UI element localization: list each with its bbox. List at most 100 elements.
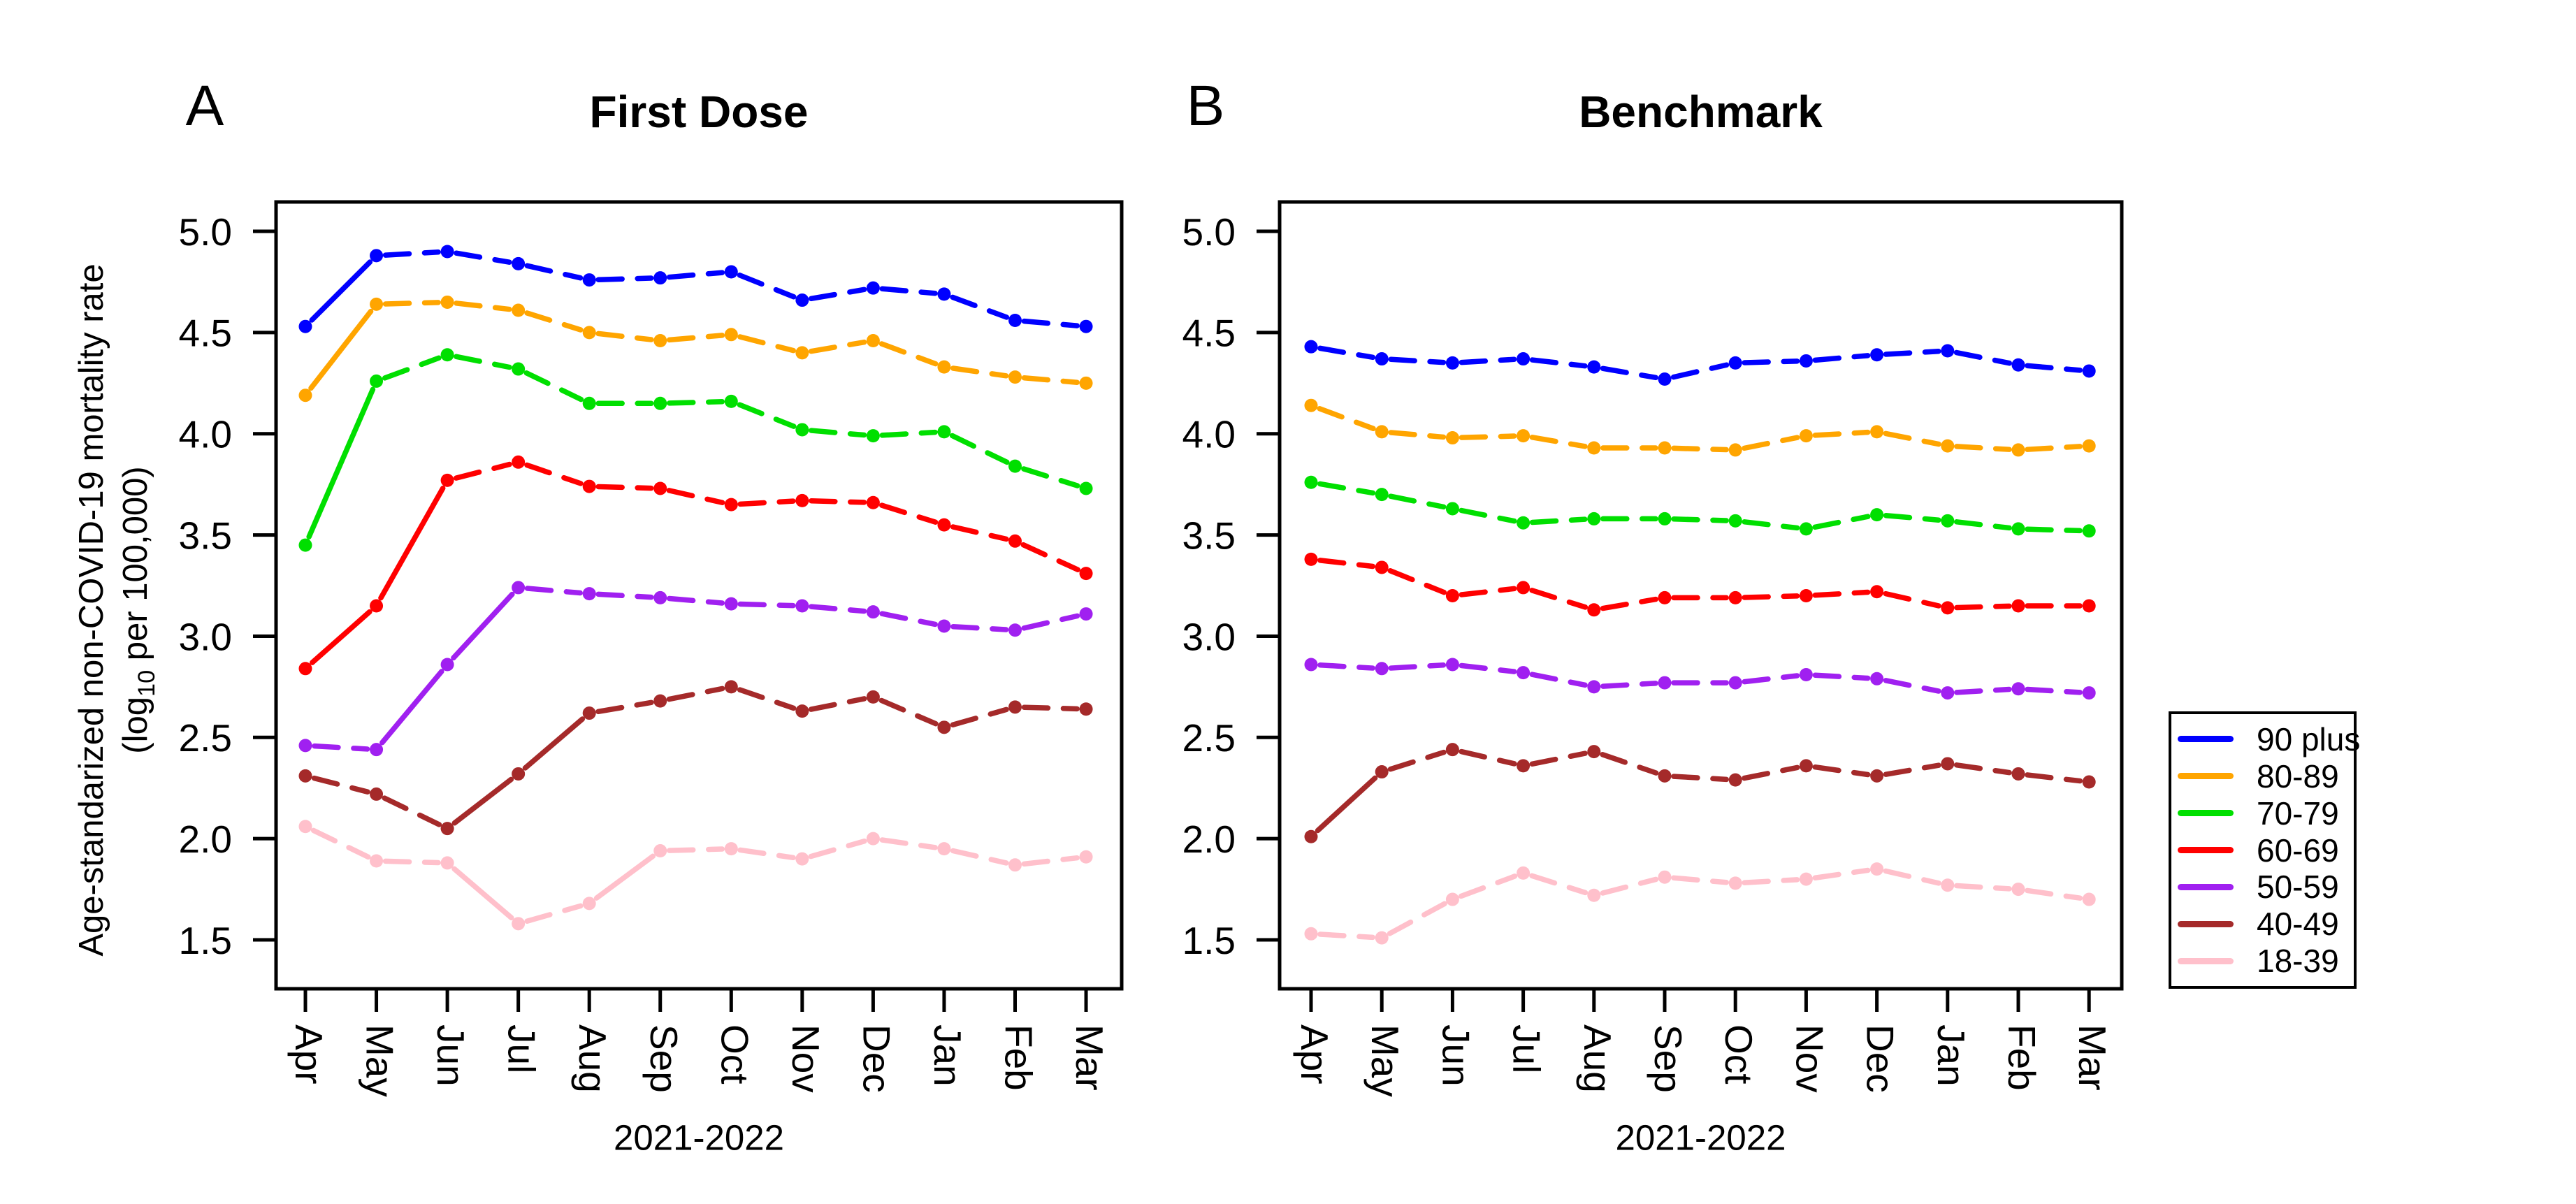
panel-b-title: Benchmark (1579, 87, 1823, 137)
data-point (1517, 581, 1531, 595)
data-point (724, 680, 738, 694)
series-segment (1742, 764, 1800, 781)
data-point (582, 897, 596, 911)
panel-a-plot: 5.0 4.5 4.0 3.5 3.0 2.5 2.0 1.5 Apr May Jun Jul Aug S… (179, 200, 1124, 1097)
series-segment (878, 341, 939, 367)
data-point (1517, 352, 1531, 366)
data-point (1870, 508, 1884, 522)
data-point (653, 481, 667, 495)
series-90-plus (298, 245, 1093, 333)
series-segment (809, 428, 867, 438)
series-40-49 (1304, 743, 2096, 843)
data-point (1587, 512, 1601, 525)
series-segment (666, 595, 725, 606)
data-point (1870, 348, 1884, 362)
x-tick-label: Mar (1068, 1024, 1111, 1091)
data-point (582, 396, 596, 410)
series-80-89 (298, 295, 1093, 402)
panel-b-x-caption: 2021-2022 (1615, 1117, 1786, 1158)
legend-label: 60-69 (2257, 832, 2339, 869)
series-segment (666, 270, 725, 280)
data-point (370, 374, 384, 388)
data-point (1304, 398, 1318, 412)
series-segment (1883, 348, 1941, 357)
series-segment (1021, 318, 1080, 328)
plot-box (274, 200, 1124, 991)
series-segment (1812, 867, 1871, 880)
series-segment (451, 591, 515, 661)
x-tick-label: Aug (571, 1024, 614, 1093)
data-point (1870, 585, 1884, 599)
series-segment (1317, 558, 1376, 570)
data-point (440, 295, 454, 309)
data-point (582, 706, 596, 720)
data-point (1008, 858, 1022, 872)
data-point (1517, 429, 1531, 443)
data-point (1728, 356, 1742, 370)
data-point (724, 597, 738, 611)
series-segment (737, 498, 796, 507)
legend-label: 50-59 (2257, 869, 2339, 906)
series-segment (2025, 444, 2083, 452)
series-segment (1529, 435, 1588, 449)
series-segment (1388, 493, 1447, 510)
series-segment (451, 776, 514, 826)
series-segment (382, 300, 441, 307)
series-segment (1021, 855, 1080, 867)
data-point (795, 346, 809, 360)
y-tick-label: 1.5 (1182, 919, 1236, 962)
data-point (1079, 607, 1093, 621)
data-point (1375, 765, 1389, 779)
data-point (1941, 686, 1955, 700)
data-point (440, 822, 454, 836)
series-segment (454, 354, 512, 370)
data-point (1941, 514, 1955, 528)
series-segment (1459, 662, 1517, 674)
data-point (724, 328, 738, 342)
legend-item-50-59: 50-59 (2171, 869, 2354, 906)
series-segment (310, 827, 371, 860)
data-point (1375, 931, 1389, 945)
data-point (2011, 682, 2025, 696)
data-point (1941, 757, 1955, 771)
data-point (2011, 358, 2025, 372)
series-segment (1529, 672, 1588, 688)
legend-line-swatch-60-69 (2178, 847, 2234, 853)
data-point (1799, 872, 1813, 886)
panel-a-letter: A (185, 74, 224, 138)
data-point (1517, 759, 1531, 773)
series-segment (809, 604, 867, 614)
data-point (1870, 769, 1884, 783)
data-point (370, 249, 384, 263)
data-point (1658, 676, 1672, 690)
series-90-plus (1304, 340, 2096, 386)
data-point (795, 493, 809, 507)
series-segment (1953, 519, 2012, 531)
data-point (1304, 340, 1318, 354)
x-tick-label: Nov (784, 1024, 827, 1093)
series-segment (666, 488, 725, 506)
data-point (866, 690, 880, 704)
series-segment (524, 903, 584, 924)
data-point (1799, 759, 1813, 773)
series-segment (1954, 444, 2012, 452)
series-segment (595, 591, 654, 600)
data-point (1008, 459, 1022, 473)
data-point (512, 767, 526, 781)
y-tick-label: 1.5 (179, 919, 232, 962)
data-point (370, 787, 384, 801)
data-point (937, 518, 951, 532)
legend-label: 80-89 (2257, 757, 2339, 795)
y-tick-label: 2.5 (179, 716, 232, 760)
data-point (1870, 672, 1884, 686)
series-segment (1883, 868, 1941, 886)
series-segment (1954, 603, 2012, 611)
data-point (1079, 850, 1093, 864)
series-segment (1459, 507, 1517, 524)
x-tick-label: Sep (642, 1024, 686, 1093)
x-tick-label: May (1363, 1024, 1407, 1097)
data-point (937, 720, 951, 734)
series-segment (1953, 762, 2012, 776)
x-tick-label: Jan (926, 1024, 969, 1087)
series-segment (1742, 358, 1800, 365)
